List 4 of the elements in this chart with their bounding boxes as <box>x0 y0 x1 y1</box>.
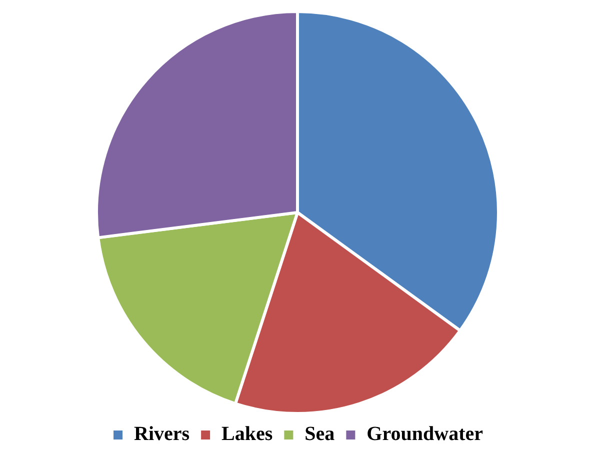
legend-label: Rivers <box>134 423 190 446</box>
legend-label: Sea <box>304 423 335 446</box>
legend-label: Lakes <box>222 423 273 446</box>
legend-label: Groundwater <box>366 423 484 446</box>
